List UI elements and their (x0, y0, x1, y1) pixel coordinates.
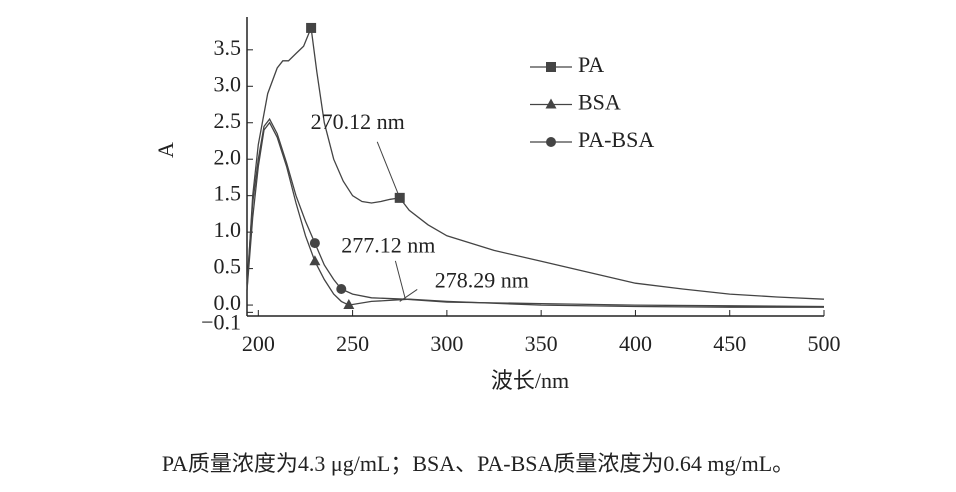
marker (309, 255, 321, 266)
annotation-leader (376, 141, 401, 199)
annotation: 277.12 nm (341, 232, 435, 257)
annotation-leader (394, 260, 406, 300)
marker (546, 137, 556, 147)
x-tick-label: 450 (713, 331, 746, 356)
x-tick-label: 300 (430, 331, 463, 356)
x-tick-label: 350 (525, 331, 558, 356)
x-tick-label: 200 (242, 331, 275, 356)
marker (545, 98, 557, 109)
x-tick-label: 500 (808, 331, 841, 356)
series-line (246, 25, 825, 300)
series-line (246, 117, 825, 308)
annotation: 270.12 nm (311, 109, 405, 134)
y-tick-label: 1.0 (214, 217, 242, 242)
legend-label: PA-BSA (578, 127, 654, 152)
y-tick-label: 0.0 (214, 290, 242, 315)
y-tick-label: 2.5 (214, 108, 242, 133)
caption: PA质量浓度为4.3 μg/mL；BSA、PA-BSA质量浓度为0.64 mg/… (162, 451, 794, 476)
x-tick-label: 250 (336, 331, 369, 356)
y-tick-label: −0.1 (201, 309, 241, 334)
legend-label: PA (578, 52, 604, 77)
x-axis-label: 波长/nm (491, 368, 569, 393)
x-tick-label: 400 (619, 331, 652, 356)
annotation-leader (399, 289, 418, 302)
y-tick-label: 3.5 (214, 35, 242, 60)
marker (546, 62, 556, 72)
y-tick-label: 0.5 (214, 254, 242, 279)
y-tick-label: 2.0 (214, 144, 242, 169)
marker (306, 22, 317, 33)
marker (309, 238, 320, 249)
series-line (246, 121, 824, 308)
y-tick-label: 3.0 (214, 71, 242, 96)
y-axis-label: A (153, 142, 178, 158)
y-tick-label: 1.5 (214, 181, 242, 206)
legend-label: BSA (578, 90, 621, 115)
marker (336, 284, 347, 295)
annotation: 278.29 nm (435, 267, 529, 292)
marker (343, 299, 355, 310)
